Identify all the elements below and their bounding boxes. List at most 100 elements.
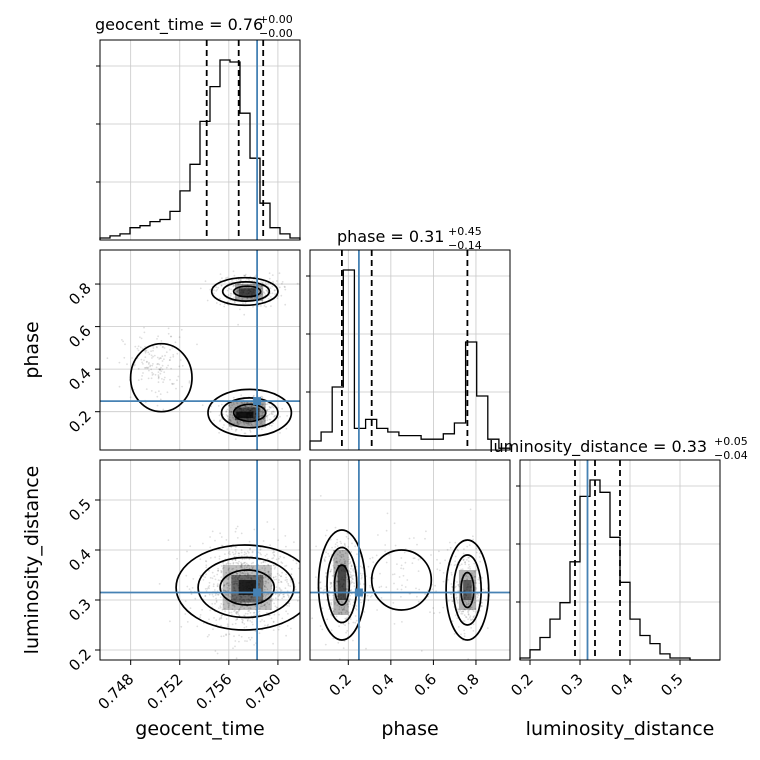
sample-point: [157, 371, 160, 373]
sample-point: [237, 552, 240, 555]
sample-point: [345, 631, 347, 634]
sample-point: [275, 578, 278, 581]
sample-point: [147, 366, 150, 369]
sample-point: [319, 495, 322, 497]
sample-point: [434, 584, 436, 587]
sample-point: [268, 418, 271, 421]
sample-point: [243, 600, 246, 602]
sample-point: [478, 582, 481, 585]
sample-point: [347, 537, 350, 540]
sample-point: [474, 595, 476, 598]
sample-point: [240, 421, 243, 424]
sample-point: [137, 379, 140, 381]
sample-point: [238, 552, 241, 555]
sample-point: [236, 422, 239, 424]
sample-point: [271, 557, 273, 560]
sample-point: [233, 422, 236, 425]
sample-point: [331, 607, 334, 610]
sample-point: [145, 366, 148, 369]
sample-point: [150, 377, 153, 380]
sample-point: [254, 605, 257, 607]
sample-point: [231, 404, 234, 407]
sample-point: [442, 606, 445, 609]
sample-point: [227, 578, 229, 581]
sample-point: [219, 606, 222, 609]
sample-point: [326, 529, 328, 532]
sample-point: [204, 595, 207, 597]
sample-point: [253, 574, 256, 577]
sample-point: [479, 560, 482, 563]
sample-point: [204, 560, 207, 562]
sample-point: [151, 374, 154, 376]
sample-point: [157, 377, 160, 380]
sample-point: [236, 610, 239, 613]
sample-point: [396, 563, 398, 565]
sample-point: [236, 525, 239, 528]
sample-point: [220, 536, 223, 538]
sample-point: [235, 279, 238, 281]
sample-point: [206, 587, 209, 590]
sample-point: [260, 292, 263, 295]
panel-frame-geocent_time: [99, 39, 301, 241]
sample-point: [259, 549, 262, 551]
title-phase-minus: −0.14: [448, 239, 482, 252]
xtick-label-geocent_time: 0.748: [94, 670, 137, 713]
sample-point: [454, 614, 457, 617]
sample-point: [239, 282, 241, 285]
sample-point: [253, 283, 255, 286]
sample-point: [265, 415, 268, 417]
sample-point: [227, 593, 230, 596]
sample-point: [266, 602, 269, 604]
sample-point: [266, 553, 268, 556]
sample-point: [150, 350, 153, 353]
sample-point: [181, 364, 184, 367]
sample-point: [199, 287, 202, 290]
sample-point: [400, 595, 402, 598]
sample-point: [457, 549, 460, 552]
sample-point: [270, 305, 272, 307]
sample-point: [217, 286, 220, 289]
sample-point: [229, 584, 232, 586]
sample-point: [273, 553, 275, 556]
sample-point: [158, 583, 161, 585]
sample-point: [261, 282, 264, 284]
sample-point: [232, 575, 235, 577]
sample-point: [332, 575, 335, 577]
sample-point: [235, 596, 238, 599]
sample-point: [216, 573, 219, 576]
sample-point: [302, 564, 304, 566]
sample-point: [238, 575, 241, 578]
sample-point: [338, 600, 341, 602]
sample-point: [222, 426, 224, 429]
sample-point: [366, 594, 369, 597]
sample-point: [247, 574, 249, 576]
sample-point: [248, 279, 251, 282]
sample-point: [260, 576, 263, 579]
sample-point: [241, 618, 243, 621]
sample-point: [459, 580, 462, 583]
sample-point: [254, 275, 257, 278]
sample-point: [226, 602, 229, 605]
sample-point: [316, 596, 318, 598]
sample-point: [162, 381, 165, 383]
sample-point: [388, 553, 390, 556]
sample-point: [319, 625, 322, 627]
sample-point: [238, 610, 240, 612]
sample-point: [241, 297, 244, 300]
sample-point: [474, 607, 477, 610]
sample-point: [180, 328, 183, 331]
truth-marker: [354, 588, 363, 597]
sample-point: [343, 562, 346, 565]
panel-frame-phase: [309, 249, 511, 451]
sample-point: [219, 303, 222, 306]
sample-point: [205, 564, 208, 567]
sample-point: [236, 290, 238, 292]
sample-point: [469, 508, 472, 511]
sample-point: [259, 579, 261, 582]
sample-point: [243, 565, 246, 567]
sample-point: [227, 561, 229, 563]
sample-point: [224, 593, 227, 596]
sample-point: [258, 584, 261, 587]
sample-point: [460, 610, 463, 613]
sample-point: [384, 544, 387, 546]
